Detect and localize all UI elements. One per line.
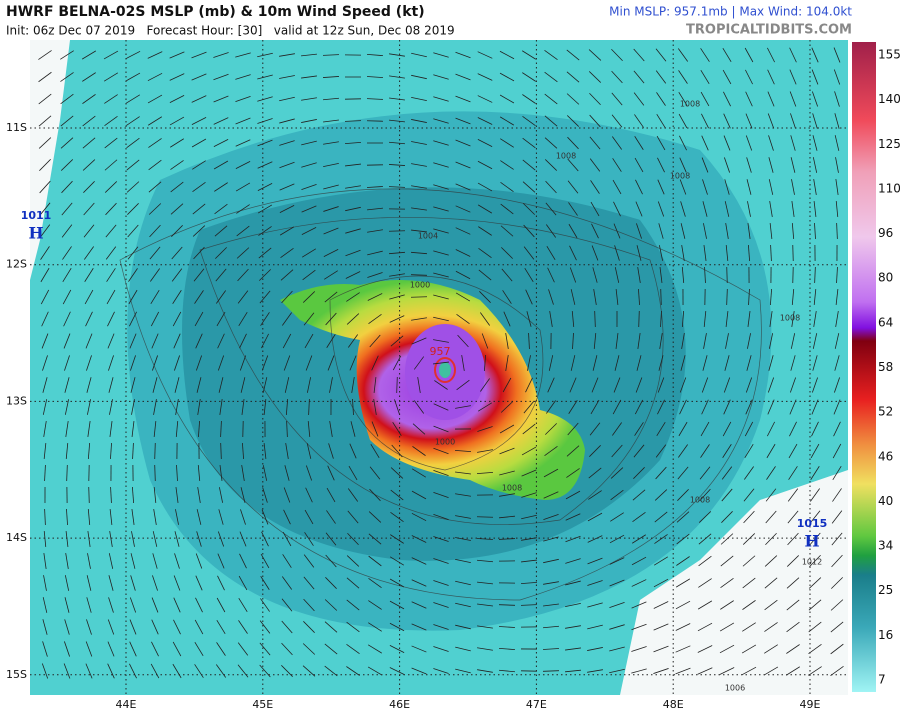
stats: Min MSLP: 957.1mb | Max Wind: 104.0kt [609, 5, 852, 19]
high-pressure-symbol: H [804, 532, 819, 551]
isobar-label: 1008 [780, 314, 800, 323]
center-pressure: 957 [430, 345, 451, 358]
longitude-label: 46E [389, 698, 410, 711]
colorbar-label: 110 [878, 181, 900, 195]
high-pressure-value: 1011 [21, 209, 52, 222]
colorbar-label: 52 [878, 405, 893, 419]
colorbar [852, 42, 876, 692]
colorbar-label: 155 [878, 48, 900, 62]
longitude-label: 49E [800, 698, 821, 711]
longitude-label: 45E [252, 698, 273, 711]
wind-barb [155, 465, 156, 481]
wind-barb [89, 487, 90, 503]
wind-barb [155, 443, 156, 459]
isobar-label: 1006 [725, 684, 745, 693]
colorbar-label: 46 [878, 449, 893, 463]
colorbar-label: 16 [878, 628, 893, 642]
isobar-label: 1008 [690, 496, 710, 505]
colorbar-label: 34 [878, 539, 893, 553]
wind-barb [411, 297, 427, 298]
isobar-label: 1008 [670, 172, 690, 181]
isobar-label: 1012 [802, 558, 822, 567]
colorbar-label: 125 [878, 137, 900, 151]
wind-barb [727, 267, 728, 283]
longitude-label: 48E [663, 698, 684, 711]
latitude-label: 15S [6, 668, 27, 681]
latitude-label: 12S [6, 258, 27, 271]
longitude-label: 44E [116, 698, 137, 711]
isobar-label: 1000 [410, 281, 430, 290]
colorbar-label: 25 [878, 583, 893, 597]
longitude-label: 47E [526, 698, 547, 711]
colorbar-label: 64 [878, 315, 893, 329]
colorbar-label: 80 [878, 271, 893, 285]
source: TROPICALTIDBITS.COM [686, 23, 852, 38]
latitude-label: 11S [6, 121, 27, 134]
high-pressure-value: 1015 [797, 517, 828, 530]
isobar-label: 1004 [418, 232, 438, 241]
title: HWRF BELNA-02S MSLP (mb) & 10m Wind Spee… [6, 4, 425, 20]
isobar-label: 1008 [680, 100, 700, 109]
isobar-label: 1008 [502, 484, 522, 493]
wind-barb [639, 311, 640, 327]
subtitle: Init: 06z Dec 07 2019 Forecast Hour: [30… [6, 24, 455, 38]
latitude-label: 13S [6, 394, 27, 407]
colorbar-label: 7 [878, 673, 886, 687]
colorbar-label: 40 [878, 494, 893, 508]
colorbar-label: 96 [878, 226, 893, 240]
high-pressure-symbol: H [28, 224, 43, 243]
colorbar-label: 140 [878, 92, 900, 106]
wind-barb [397, 377, 398, 393]
isobar-label: 1000 [435, 438, 455, 447]
wind-barb [661, 289, 662, 305]
eye [439, 362, 451, 378]
colorbar-label: 58 [878, 360, 893, 374]
latitude-label: 14S [6, 531, 27, 544]
isobar-label: 1008 [556, 152, 576, 161]
